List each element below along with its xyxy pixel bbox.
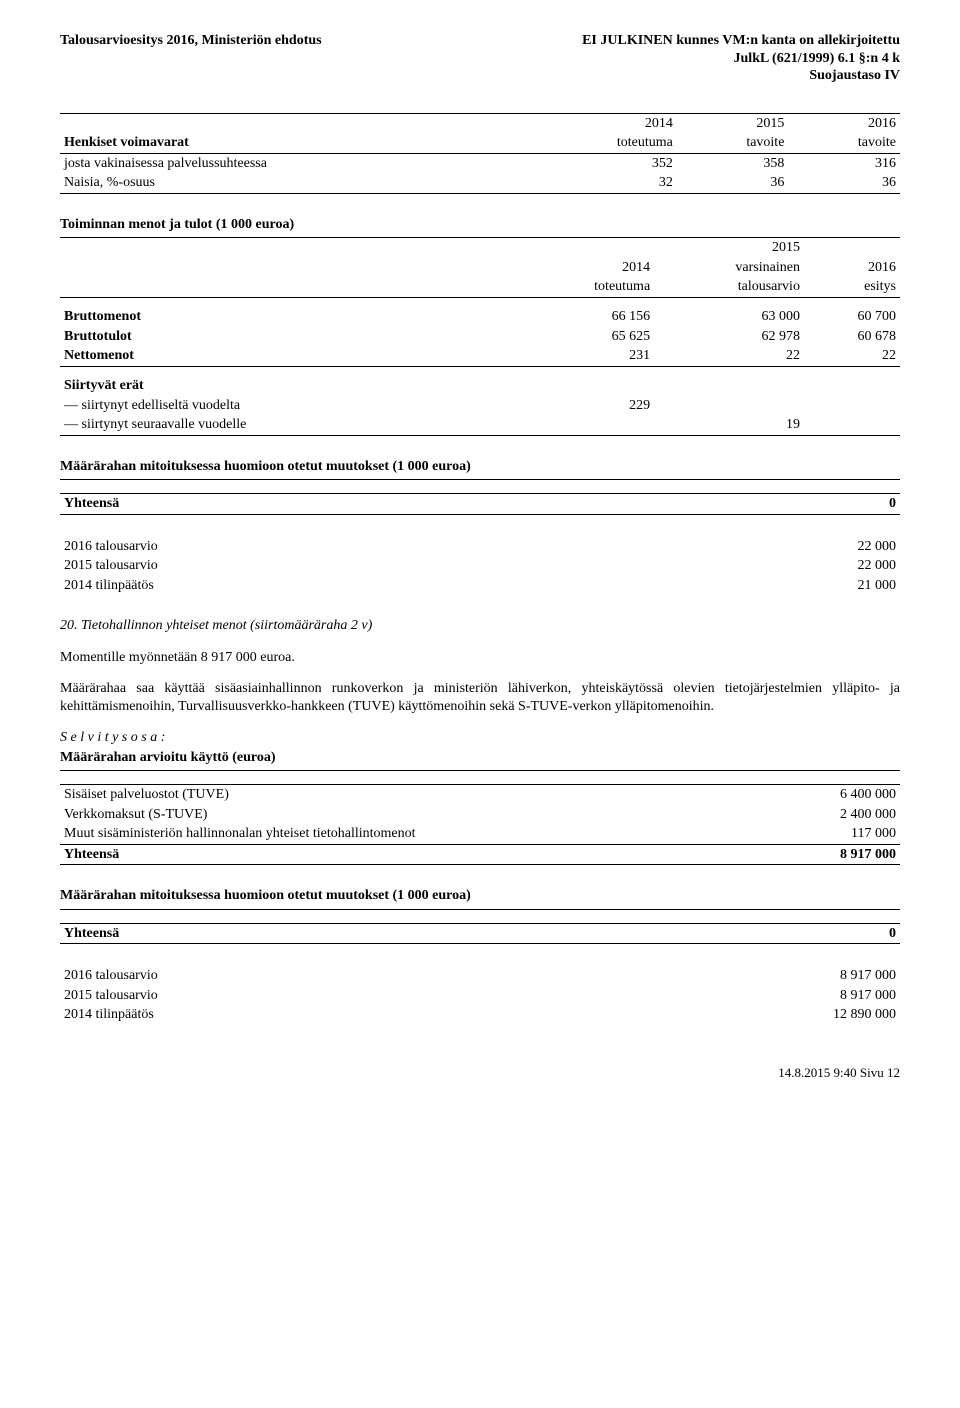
line-label: 2014 tilinpäätös: [64, 1006, 154, 1024]
row-label: josta vakinaisessa palvelussuhteessa: [60, 153, 522, 173]
col-2016: 2016: [788, 113, 900, 133]
cell: 2 400 000: [773, 805, 900, 825]
line-label: 2015 talousarvio: [64, 987, 158, 1005]
line-value: 22 000: [858, 538, 897, 556]
col: talousarvio: [654, 277, 804, 297]
col: 2015: [654, 238, 804, 258]
col-2014: 2014: [522, 113, 677, 133]
line-value: 22 000: [858, 557, 897, 575]
cell: 63 000: [654, 307, 804, 327]
header-right: EI JULKINEN kunnes VM:n kanta on allekir…: [582, 32, 900, 85]
cell: 66 156: [522, 307, 654, 327]
use-title: Määrärahan arvioitu käyttö (euroa): [60, 749, 900, 767]
line-label: 2016 talousarvio: [64, 967, 158, 985]
yhteensa-value: 0: [739, 494, 900, 515]
header-left: Talousarvioesitys 2016, Ministeriön ehdo…: [60, 32, 322, 85]
row-label: Bruttotulot: [60, 327, 522, 347]
toiminnan-title: Toiminnan menot ja tulot (1 000 euroa): [60, 216, 900, 234]
cell: 6 400 000: [773, 785, 900, 805]
cell: 60 678: [804, 327, 900, 347]
subhead: Siirtyvät erät: [60, 376, 900, 396]
line-value: 8 917 000: [840, 987, 896, 1005]
line-value: 21 000: [858, 577, 897, 595]
use-table: Sisäiset palveluostot (TUVE) 6 400 000 V…: [60, 770, 900, 865]
yhteensa-label: Yhteensä: [60, 494, 739, 515]
cell: 36: [788, 173, 900, 193]
section-20-title: 20. Tietohallinnon yhteiset menot (siirt…: [60, 617, 900, 635]
col-2016-sub: tavoite: [788, 133, 900, 153]
cell: 229: [522, 396, 654, 416]
cell: 117 000: [773, 824, 900, 844]
cell: 231: [522, 346, 654, 366]
col: 2016: [804, 258, 900, 278]
line-value: 8 917 000: [840, 967, 896, 985]
cell: 316: [788, 153, 900, 173]
row-label: Naisia, %-osuus: [60, 173, 522, 193]
cell: 352: [522, 153, 677, 173]
cell: 60 700: [804, 307, 900, 327]
cell: 358: [677, 153, 789, 173]
maararahaa: Määrärahaa saa käyttää sisäasiainhallinn…: [60, 680, 900, 715]
col-2015-sub: tavoite: [677, 133, 789, 153]
row-label: Bruttomenot: [60, 307, 522, 327]
cell: 19: [654, 415, 804, 435]
page-footer: 14.8.2015 9:40 Sivu 12: [60, 1065, 900, 1081]
momentille: Momentille myönnetään 8 917 000 euroa.: [60, 649, 900, 667]
row-label: Nettomenot: [60, 346, 522, 366]
row-label: Sisäiset palveluostot (TUVE): [60, 785, 773, 805]
col-2014-sub: toteutuma: [522, 133, 677, 153]
row-header: Henkiset voimavarat: [60, 133, 522, 153]
col: esitys: [804, 277, 900, 297]
yhteensa-label: Yhteensä: [60, 923, 739, 944]
muutokset1-title: Määrärahan mitoituksessa huomioon otetut…: [60, 458, 900, 476]
line-value: 12 890 000: [833, 1006, 896, 1024]
yhteensa-value: 0: [739, 923, 900, 944]
header-r1: EI JULKINEN kunnes VM:n kanta on allekir…: [582, 32, 900, 50]
row-label: — siirtynyt seuraavalle vuodelle: [60, 415, 522, 435]
yhteensa-value: 8 917 000: [773, 844, 900, 865]
muutokset2-table: Yhteensä 0: [60, 909, 900, 945]
muutokset2-title: Määrärahan mitoituksessa huomioon otetut…: [60, 887, 900, 905]
header-r3: Suojaustaso IV: [582, 67, 900, 85]
cell: 22: [804, 346, 900, 366]
col: toteutuma: [522, 277, 654, 297]
col-2015: 2015: [677, 113, 789, 133]
budget-lines-1: 2016 talousarvio 22 000 2015 talousarvio 2…: [60, 537, 900, 596]
cell: 32: [522, 173, 677, 193]
henkiset-voimavarat-table: 2014 2015 2016 Henkiset voimavarat toteu…: [60, 113, 900, 194]
muutokset1-table: Yhteensä 0: [60, 479, 900, 515]
line-label: 2014 tilinpäätös: [64, 577, 154, 595]
line-label: 2015 talousarvio: [64, 557, 158, 575]
toiminnan-table: 2015 2014 varsinainen 2016 toteutuma tal…: [60, 237, 900, 436]
row-label: Verkkomaksut (S-TUVE): [60, 805, 773, 825]
yhteensa-label: Yhteensä: [60, 844, 773, 865]
cell: 65 625: [522, 327, 654, 347]
cell: 62 978: [654, 327, 804, 347]
budget-lines-2: 2016 talousarvio 8 917 000 2015 talousarv…: [60, 966, 900, 1025]
row-label: — siirtynyt edelliseltä vuodelta: [60, 396, 522, 416]
page-header: Talousarvioesitys 2016, Ministeriön ehdo…: [60, 32, 900, 85]
row-label: Muut sisäministeriön hallinnonalan yhtei…: [60, 824, 773, 844]
cell: 22: [654, 346, 804, 366]
line-label: 2016 talousarvio: [64, 538, 158, 556]
header-r2: JulkL (621/1999) 6.1 §:n 4 k: [582, 50, 900, 68]
col: varsinainen: [654, 258, 804, 278]
selvitysosa: S e l v i t y s o s a :: [60, 729, 900, 747]
cell: 36: [677, 173, 789, 193]
col: 2014: [522, 258, 654, 278]
